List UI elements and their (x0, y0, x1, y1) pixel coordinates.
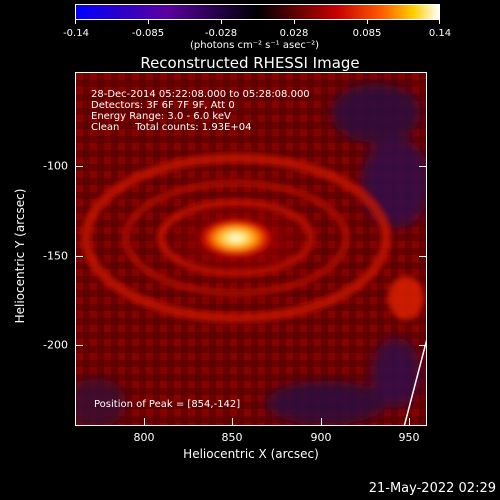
colorbar-tick: 0.028 (279, 28, 309, 39)
plot-title: Reconstructed RHESSI Image (140, 54, 360, 72)
colorbar-tick: -0.028 (204, 28, 238, 39)
image-canvas (76, 73, 426, 425)
y-tick: -200 (43, 338, 68, 352)
total-counts: Clean Total counts: 1.93E+04 (91, 122, 252, 133)
x-axis-label: Heliocentric X (arcsec) (183, 447, 319, 461)
x-tick: 900 (310, 431, 332, 444)
x-tick: 800 (133, 431, 155, 444)
flare-source (198, 218, 274, 258)
energy-range: Energy Range: 3.0 - 6.0 keV (91, 111, 231, 122)
solar-limb (403, 339, 426, 425)
peak-position: Position of Peak = [854,-142] (94, 399, 241, 410)
time-range: 28-Dec-2014 05:22:08.000 to 05:28:08.000 (91, 89, 310, 100)
colorbar-tick: -0.085 (131, 28, 165, 39)
colorbar-tick: -0.14 (63, 28, 89, 39)
y-axis-label: Heliocentric Y (arcsec) (13, 188, 27, 324)
colorbar-tick: 0.14 (428, 28, 452, 39)
colorbar-tick: 0.085 (352, 28, 382, 39)
timestamp-footer: 21-May-2022 02:29 (368, 481, 496, 496)
colorbar-units: (photons cm⁻² s⁻¹ asec⁻²) (190, 40, 320, 51)
y-tick: -150 (43, 249, 68, 263)
x-tick: 850 (221, 431, 243, 444)
rhessi-image: 28-Dec-2014 05:22:08.000 to 05:28:08.000… (75, 72, 427, 426)
colorbar (75, 4, 440, 20)
x-tick: 950 (398, 431, 420, 444)
y-tick: -100 (43, 159, 68, 173)
detectors: Detectors: 3F 6F 7F 9F, Att 0 (91, 100, 235, 111)
